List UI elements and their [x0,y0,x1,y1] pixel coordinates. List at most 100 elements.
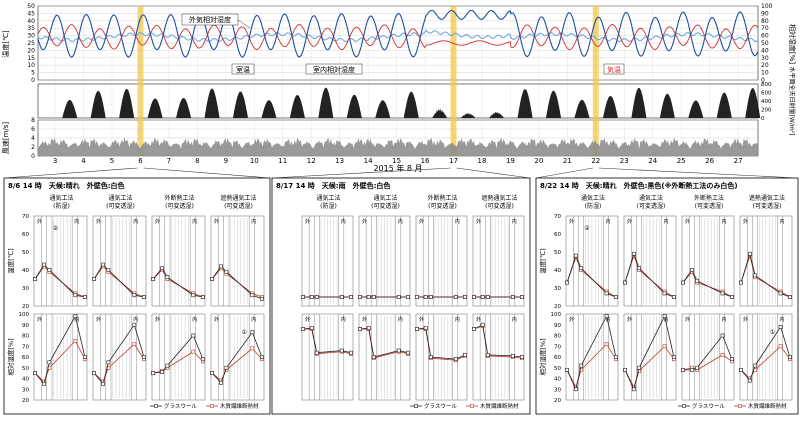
rh-tick: 50 [554,366,561,372]
panel-connectors [3,167,799,179]
profile-point-gw [165,275,170,280]
profile-point-gw [191,333,196,338]
profile-point-gw [662,291,667,296]
wall-out-label: 外 [362,316,367,323]
wall-in-label: 内 [133,316,138,323]
profile-point-gw [151,371,155,376]
profile-point-gw [681,280,685,285]
wall-in-label: 内 [512,218,517,225]
profile-point-gw [47,360,52,365]
solar-day-15 [403,91,419,118]
series-temp [37,24,759,51]
timeseries-ticks: 3 4 5 6 7 8 9 10 11 12 13 14 15 16 17 18 19 20 21 22 23 24 25 2… [27,3,772,165]
wall-in-label: 内 [192,316,197,323]
x-tick-label: 14 [364,157,373,165]
panel-temp-label: 温度[℃] [6,248,15,273]
legend-wf-label: 木質繊維断熱材 [220,402,259,410]
profile-point-gw [753,273,757,278]
profile-point-gw [371,355,376,359]
wall-out-label: 外 [685,218,690,225]
method-sub: (可変透湿) [637,202,666,210]
solar-day-19 [517,89,533,118]
method-sub: (防湿) [585,202,602,210]
temp-tick-label: 30 [27,33,35,40]
temp-tick: 50 [554,250,561,256]
wind-axis-label: 風速[m/s] [2,122,10,155]
wall-out-label: 外 [155,218,160,225]
panel-1: 8/6 14 時 天候:晴れ 外壁色:白色 70 60 50 40 30 20 100 90 80… [3,177,271,415]
method-name: 外断熱工法 [694,194,724,202]
profile-point-gw [480,322,485,327]
wind-tick-label: 0 [31,153,35,160]
profile-point-gw [191,293,196,298]
wall-in-label: 内 [664,316,669,323]
profile-point-gw [604,291,609,296]
solar-day-17 [460,113,476,118]
temp-tick-label: 5 [31,70,35,77]
x-tick-label: 21 [563,157,572,165]
profile-point-gw [314,350,319,355]
profile-point-gw [132,322,137,327]
profile-point-gw [396,348,401,353]
profile-point-gw [614,355,618,359]
profile-point-gw [92,371,96,376]
profile-point-gw [472,295,476,299]
x-tick-label: 6 [138,157,143,165]
x-tick-label: 17 [449,157,458,165]
connector-day-22 [535,167,799,179]
wall-out-label: 外 [476,218,481,225]
rh-tick: 40 [22,377,29,383]
solar-tick-label: 800 [761,82,772,88]
callout-in-rh-box [305,63,363,75]
callout-ext-temp-box [603,63,625,75]
connector-day-17 [271,167,531,179]
profile-point-wf [778,344,783,349]
temp-tick-label: 20 [27,47,35,54]
profile-point-gw [106,268,111,272]
wall-out-label: 外 [96,316,101,323]
profile-point-gw [160,266,164,271]
profile-point-gw [720,291,725,296]
legend-gw-marker [414,404,418,408]
profile-point-gw [510,354,515,358]
temp-tick-label: 10 [27,62,35,69]
x-tick-label: 3 [53,157,57,165]
x-axis-label: 2015 年 8 月 [373,163,422,173]
solar-day-7 [176,98,192,118]
rh-tick: 30 [22,387,29,393]
x-tick-label: 10 [250,157,259,165]
profile-point-gw [200,357,205,362]
panel-rh-label: 相対湿度[%] [6,338,15,375]
rh-tick-label: 30 [761,55,769,62]
profile-point-gw [219,264,223,269]
rh-tick: 80 [554,334,561,340]
x-tick-label: 4 [81,157,86,165]
wall-out-label: 外 [627,218,632,225]
wall-in-label: 内 [192,218,197,225]
temp-tick: 60 [554,232,561,238]
profile-point-gw [250,330,255,335]
profile-point-wf [720,352,725,357]
profile-point-gw [73,314,78,319]
profile-point-gw [82,355,87,359]
profile-point-gw [747,378,752,383]
profile-point-gw [565,367,569,372]
temp-tick: 20 [22,304,29,310]
profile-point-gw [604,314,609,319]
wind-tick-label: 8 [31,117,35,124]
temp-tick: 40 [22,268,29,274]
wall-out-label: 外 [419,316,424,323]
method-name: 外断熱工法 [164,194,194,202]
callout-in-rh: 室内相対湿度 [313,65,355,74]
solar-day-27 [745,88,761,118]
connector-day-6 [3,167,271,179]
method-sub: (可変透湿) [106,202,135,210]
solar-day-11 [289,95,305,118]
rh-tick-label: 50 [761,40,769,47]
profile-point-gw [309,295,314,299]
profile-point-gw [463,352,467,357]
rh-tick-label: 90 [761,10,769,17]
wall-in-label: 内 [722,316,727,323]
rh-tick-label: 100 [761,3,773,10]
panel-temp-label: 温度[℃] [538,248,547,273]
